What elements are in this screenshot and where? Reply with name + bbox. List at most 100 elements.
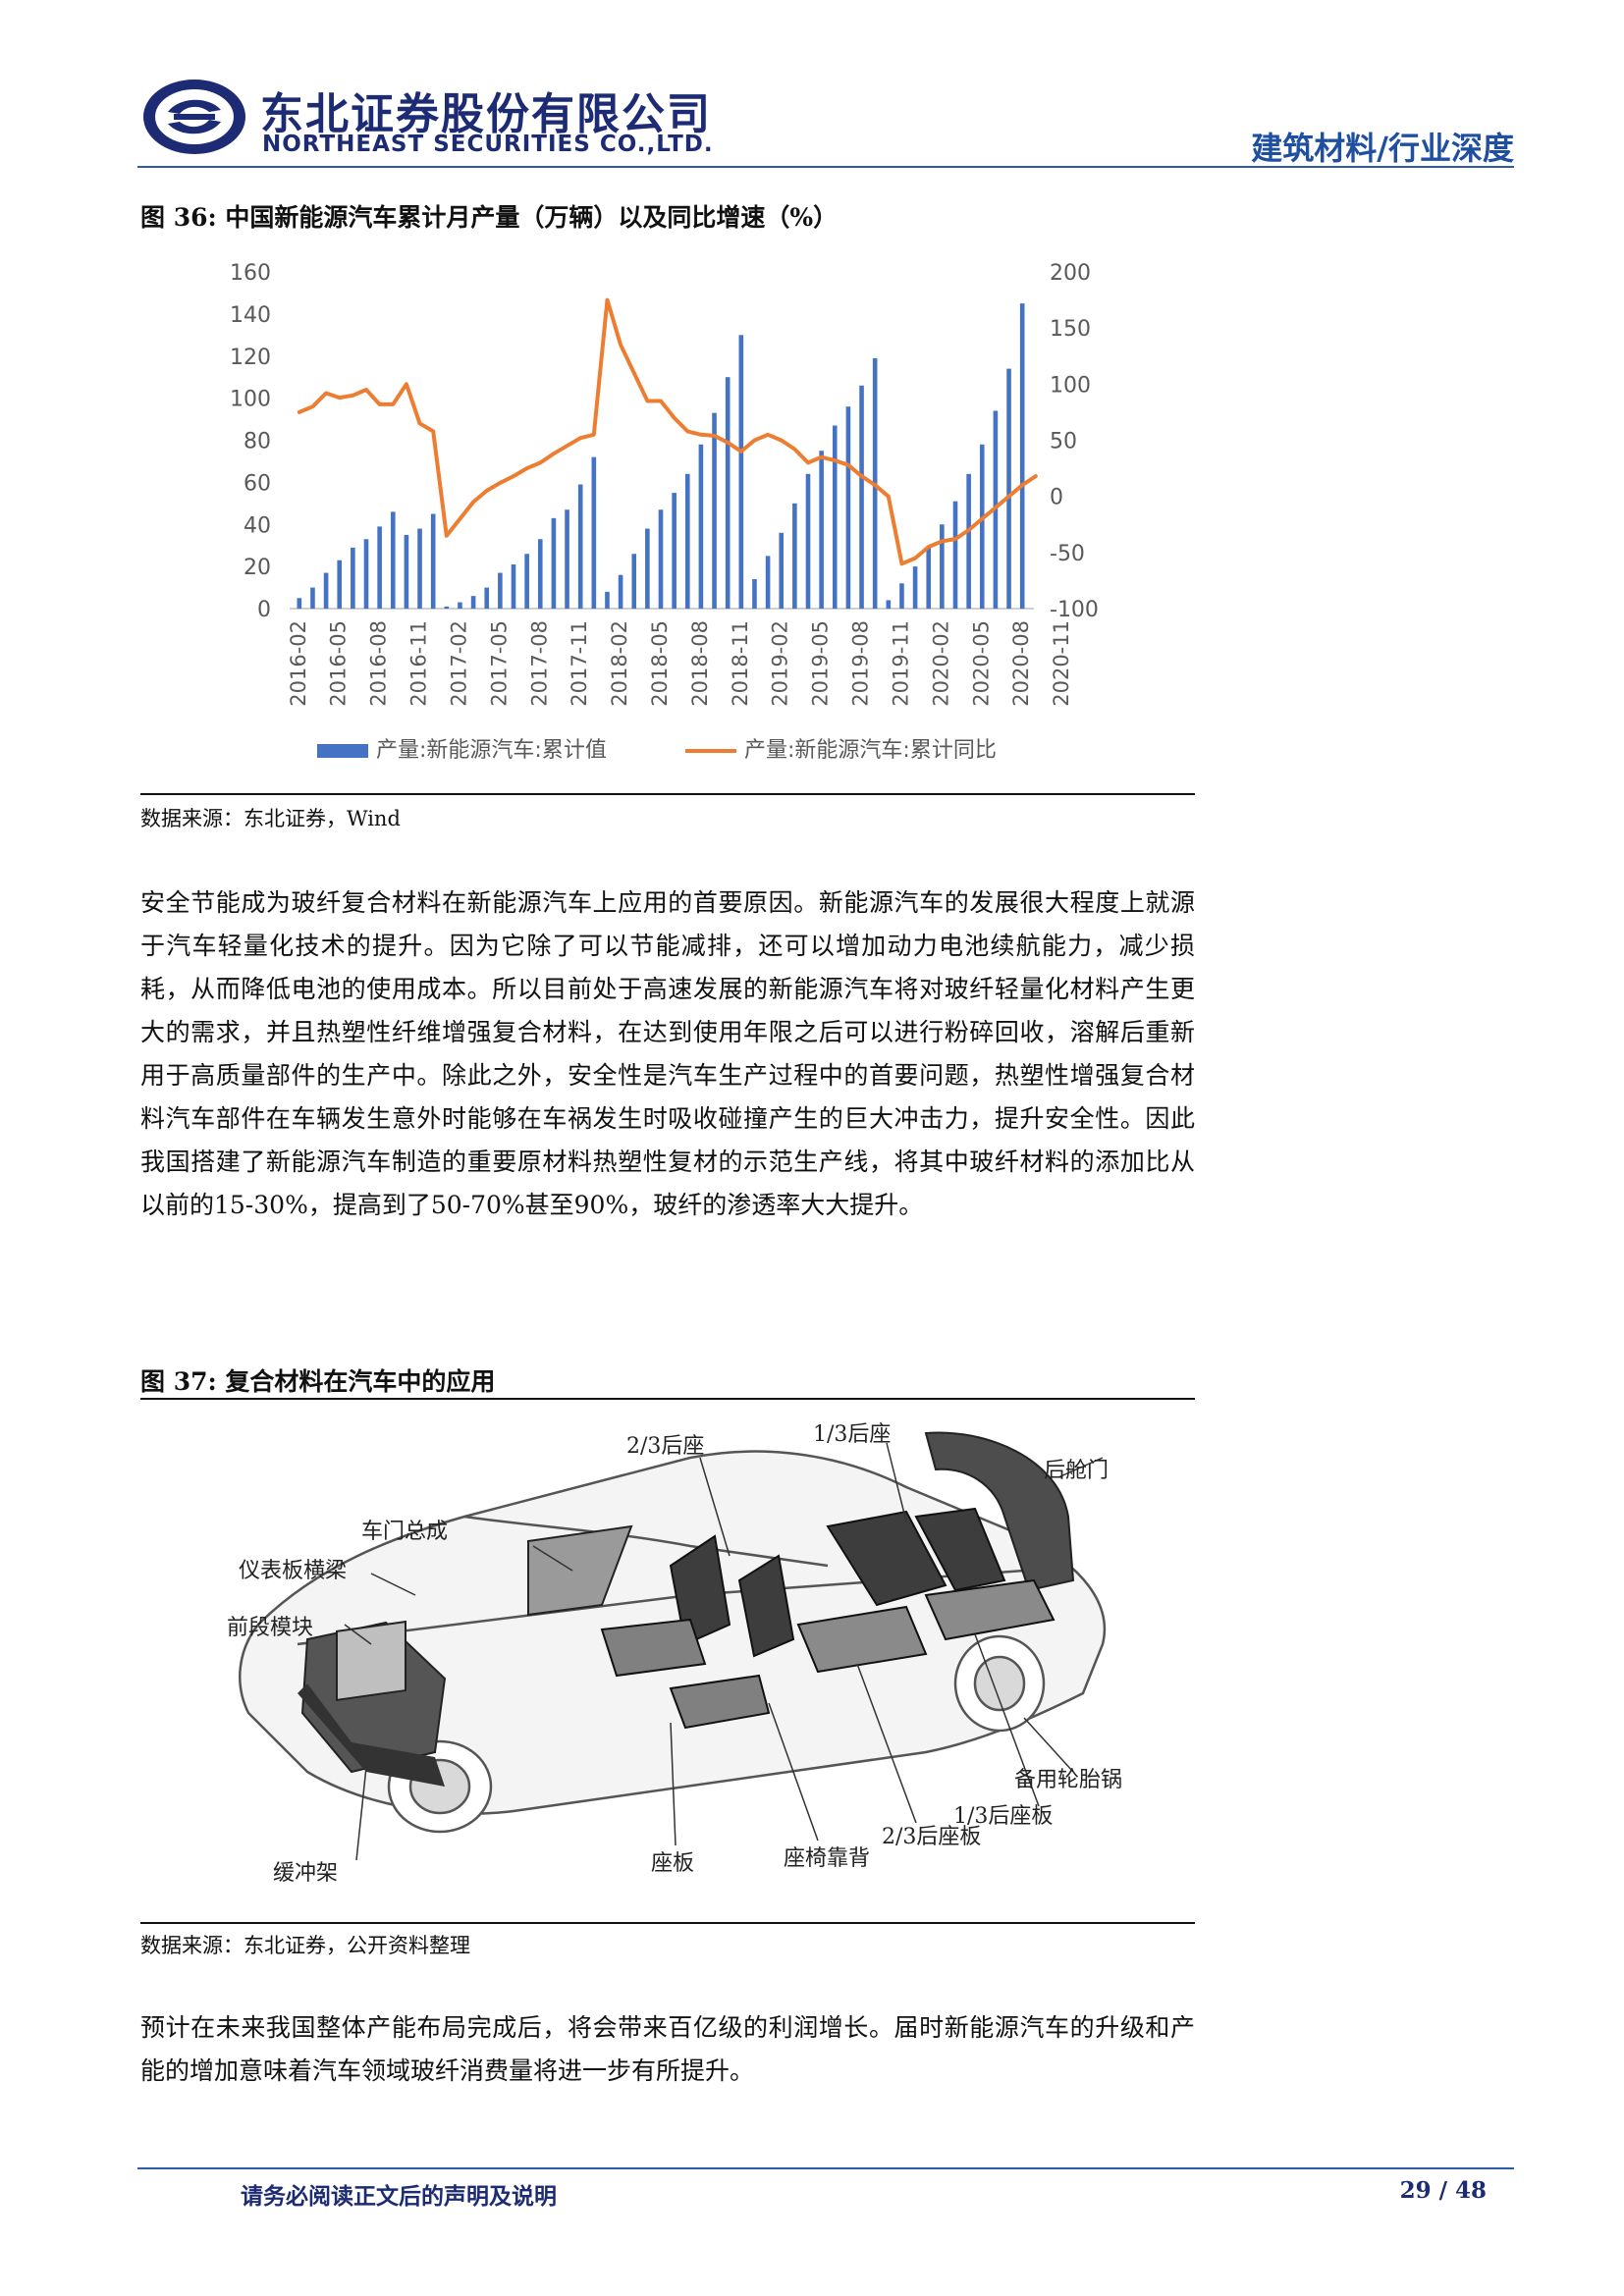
figure-37-top-rule [140, 1398, 1195, 1400]
x-axis-tick: 2019-08 [849, 620, 873, 707]
chart-bar [337, 560, 343, 609]
chart-bar [498, 572, 503, 609]
chart-bar [323, 572, 329, 609]
left-axis-tick: 80 [244, 430, 271, 454]
left-axis-tick: 140 [230, 303, 271, 328]
right-axis-tick: 150 [1050, 317, 1091, 342]
chart-bar [524, 554, 529, 609]
x-axis-tick: 2020-11 [1050, 620, 1073, 707]
body-paragraph-2: 预计在未来我国整体产能布局完成后，将会带来百亿级的利润增长。届时新能源汽车的升级… [140, 2013, 1195, 2085]
figure-36-source: 数据来源：东北证券，Wind [140, 807, 401, 830]
left-axis-tick: 20 [244, 556, 271, 580]
body-paragraph-1: 安全节能成为玻纤复合材料在新能源汽车上应用的首要原因。新能源汽车的发展很大程度上… [140, 888, 1195, 1219]
chart-bar [577, 484, 583, 609]
x-axis-tick: 2018-08 [688, 620, 712, 707]
chart-bar [351, 547, 355, 609]
x-axis-tick: 2018-02 [608, 620, 631, 707]
chart-bar [297, 598, 302, 609]
chart-bar [458, 602, 462, 609]
figure-36-title: 图 36: 中国新能源汽车累计月产量（万辆）以及同比增速（%） [140, 203, 839, 232]
left-axis-tick: 120 [230, 346, 271, 370]
chart-bar [645, 528, 650, 609]
chart-bar [417, 528, 422, 609]
right-axis-tick: 200 [1050, 261, 1091, 286]
chart-bar [684, 473, 690, 609]
x-axis-tick: 2019-02 [769, 620, 792, 707]
x-axis-tick: 2016-08 [367, 620, 391, 707]
chart-bar [390, 511, 396, 609]
figure-36-chart: 0 20 40 60 80 100 120 140 160 -100 -50 0 50 100 150 20… [230, 261, 1099, 763]
label-seat-back: 座椅靠背 [784, 1846, 870, 1871]
chart-bar [899, 583, 904, 609]
label-seat-plate: 座板 [651, 1851, 694, 1876]
x-axis-tick: 2016-11 [407, 620, 431, 707]
x-axis-tick: 2019-05 [809, 620, 833, 707]
chart-legend: 产量:新能源汽车:累计值 产量:新能源汽车:累计同比 [317, 738, 997, 763]
chart-bar [738, 335, 744, 609]
page-number: 29 / 48 [1399, 2177, 1487, 2204]
chart-bar [618, 574, 623, 609]
chart-bar [631, 554, 637, 609]
chart-bar [966, 473, 971, 609]
chart-bar [805, 473, 811, 609]
company-name-cn: 东北证券股份有限公司 [260, 89, 712, 139]
chart-bar [792, 503, 797, 609]
label-front-module: 前段模块 [227, 1616, 313, 1640]
chart-bar [698, 444, 704, 609]
chart-bar [725, 377, 731, 609]
figure-36-rule [140, 793, 1195, 795]
chart-bar [377, 526, 382, 609]
right-axis-tick: 50 [1050, 430, 1077, 454]
x-axis-tick: 2017-11 [568, 620, 591, 707]
company-logo [143, 80, 245, 154]
header-divider [137, 166, 1514, 168]
chart-line-yoy [297, 297, 1038, 566]
left-axis-tick: 60 [244, 471, 271, 496]
label-door-assembly: 车门总成 [361, 1520, 448, 1544]
footer-disclaimer: 请务必阅读正文后的声明及说明 [241, 2183, 557, 2210]
x-axis-tick: 2019-11 [889, 620, 912, 707]
left-axis-tick: 160 [230, 261, 271, 286]
left-axis-tick: 40 [244, 513, 271, 538]
chart-bar [845, 406, 851, 609]
left-axis-tick: 0 [257, 598, 271, 622]
chart-bar [404, 534, 409, 609]
figure-37-title: 图 37: 复合材料在汽车中的应用 [140, 1367, 496, 1396]
x-axis-tick: 2016-05 [327, 620, 351, 707]
right-axis-tick: -100 [1050, 598, 1099, 622]
x-axis-tick: 2018-05 [648, 620, 672, 707]
label-dash-beam: 仪表板横梁 [239, 1559, 347, 1583]
chart-bar [565, 509, 569, 609]
chart-bar [926, 547, 932, 609]
right-axis-tick: -50 [1050, 542, 1085, 566]
chart-bar [752, 578, 757, 609]
label-rear-seat-1-3: 1/3后座 [813, 1422, 891, 1447]
car-composite-diagram: 2/3后座 1/3后座 后舱门 车门总成 仪表板横梁 前段模块 备用轮胎锅 1/… [227, 1422, 1122, 1886]
right-axis-tick: 0 [1050, 486, 1063, 510]
chart-bar [470, 596, 476, 609]
chart-bar [779, 532, 785, 609]
legend-bar-label: 产量:新能源汽车:累计值 [376, 738, 607, 763]
chart-bar [952, 501, 958, 609]
chart-bar [363, 539, 369, 609]
chart-bar [979, 444, 985, 609]
label-spare-tire-well: 备用轮胎锅 [1014, 1768, 1122, 1792]
x-axis-tick: 2017-08 [527, 620, 551, 707]
x-axis-tick: 2020-05 [969, 620, 993, 707]
chart-bar [765, 556, 771, 609]
chart-bar [712, 412, 717, 609]
chart-bar [310, 587, 315, 609]
chart-bar [591, 456, 597, 609]
chart-bar [551, 517, 557, 609]
chart-bar [912, 566, 918, 609]
right-axis-tick: 100 [1050, 373, 1091, 398]
chart-bar [658, 509, 664, 609]
label-bumper-frame: 缓冲架 [273, 1861, 338, 1886]
x-axis-tick: 2020-02 [929, 620, 952, 707]
legend-line-label: 产量:新能源汽车:累计同比 [744, 738, 997, 763]
chart-bar [819, 451, 824, 609]
x-axis-tick: 2017-05 [487, 620, 511, 707]
figure-37-bottom-rule [140, 1922, 1195, 1924]
chart-bar [859, 385, 864, 609]
report-category: 建筑材料/行业深度 [1251, 130, 1514, 167]
